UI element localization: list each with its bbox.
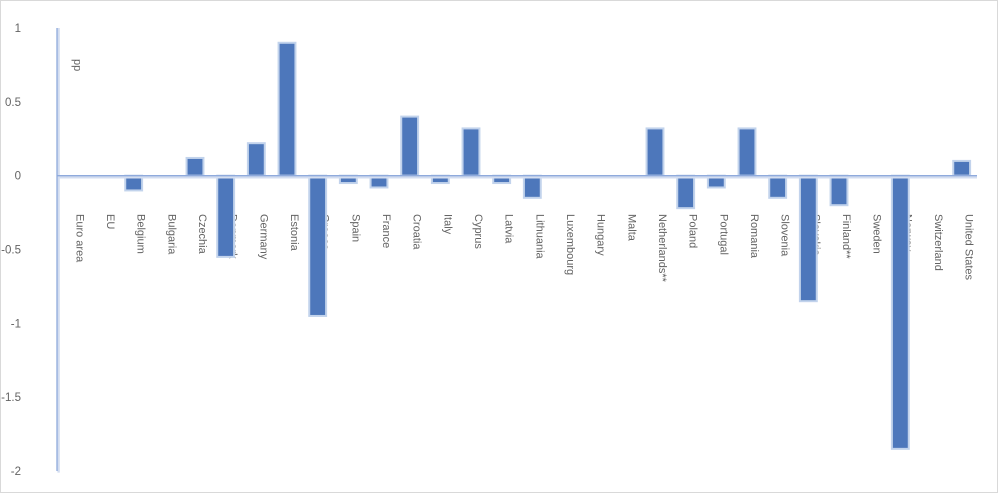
- svg-text:Netherlands**: Netherlands**: [656, 214, 668, 283]
- svg-text:Belgium: Belgium: [135, 214, 147, 254]
- svg-text:Switzerland: Switzerland: [932, 214, 944, 271]
- svg-text:0: 0: [15, 171, 21, 183]
- svg-text:Latvia: Latvia: [503, 214, 515, 244]
- svg-text:Luxembourg: Luxembourg: [564, 214, 576, 275]
- svg-text:-1.5: -1.5: [1, 392, 21, 404]
- svg-text:Poland: Poland: [687, 214, 699, 248]
- svg-text:United States: United States: [963, 214, 975, 281]
- svg-text:Malta: Malta: [625, 214, 637, 242]
- svg-text:0.5: 0.5: [5, 97, 21, 109]
- svg-text:France: France: [380, 214, 392, 248]
- svg-text:EU: EU: [104, 214, 116, 229]
- svg-text:Slovenia: Slovenia: [779, 214, 791, 257]
- svg-text:-1: -1: [11, 318, 21, 330]
- svg-text:Spain: Spain: [349, 214, 361, 242]
- svg-text:Czechia: Czechia: [196, 214, 208, 255]
- svg-text:1: 1: [15, 23, 21, 35]
- svg-text:Euro area: Euro area: [73, 214, 85, 263]
- svg-text:Hungary: Hungary: [595, 214, 607, 256]
- svg-text:Estonia: Estonia: [288, 214, 300, 252]
- svg-text:Sweden: Sweden: [871, 214, 883, 254]
- svg-text:-0.5: -0.5: [1, 245, 21, 257]
- svg-text:pp: pp: [71, 59, 83, 71]
- svg-text:Germany: Germany: [257, 214, 269, 260]
- svg-text:Bulgaria: Bulgaria: [165, 214, 177, 255]
- svg-text:Finland**: Finland**: [840, 214, 852, 259]
- svg-text:Italy: Italy: [441, 214, 453, 235]
- svg-text:Cyprus: Cyprus: [472, 214, 484, 249]
- svg-text:Croatia: Croatia: [411, 214, 423, 250]
- svg-text:Lithuania: Lithuania: [533, 214, 545, 260]
- svg-text:Portugal: Portugal: [717, 214, 729, 255]
- svg-text:-2: -2: [11, 466, 21, 478]
- svg-text:Romania: Romania: [748, 214, 760, 259]
